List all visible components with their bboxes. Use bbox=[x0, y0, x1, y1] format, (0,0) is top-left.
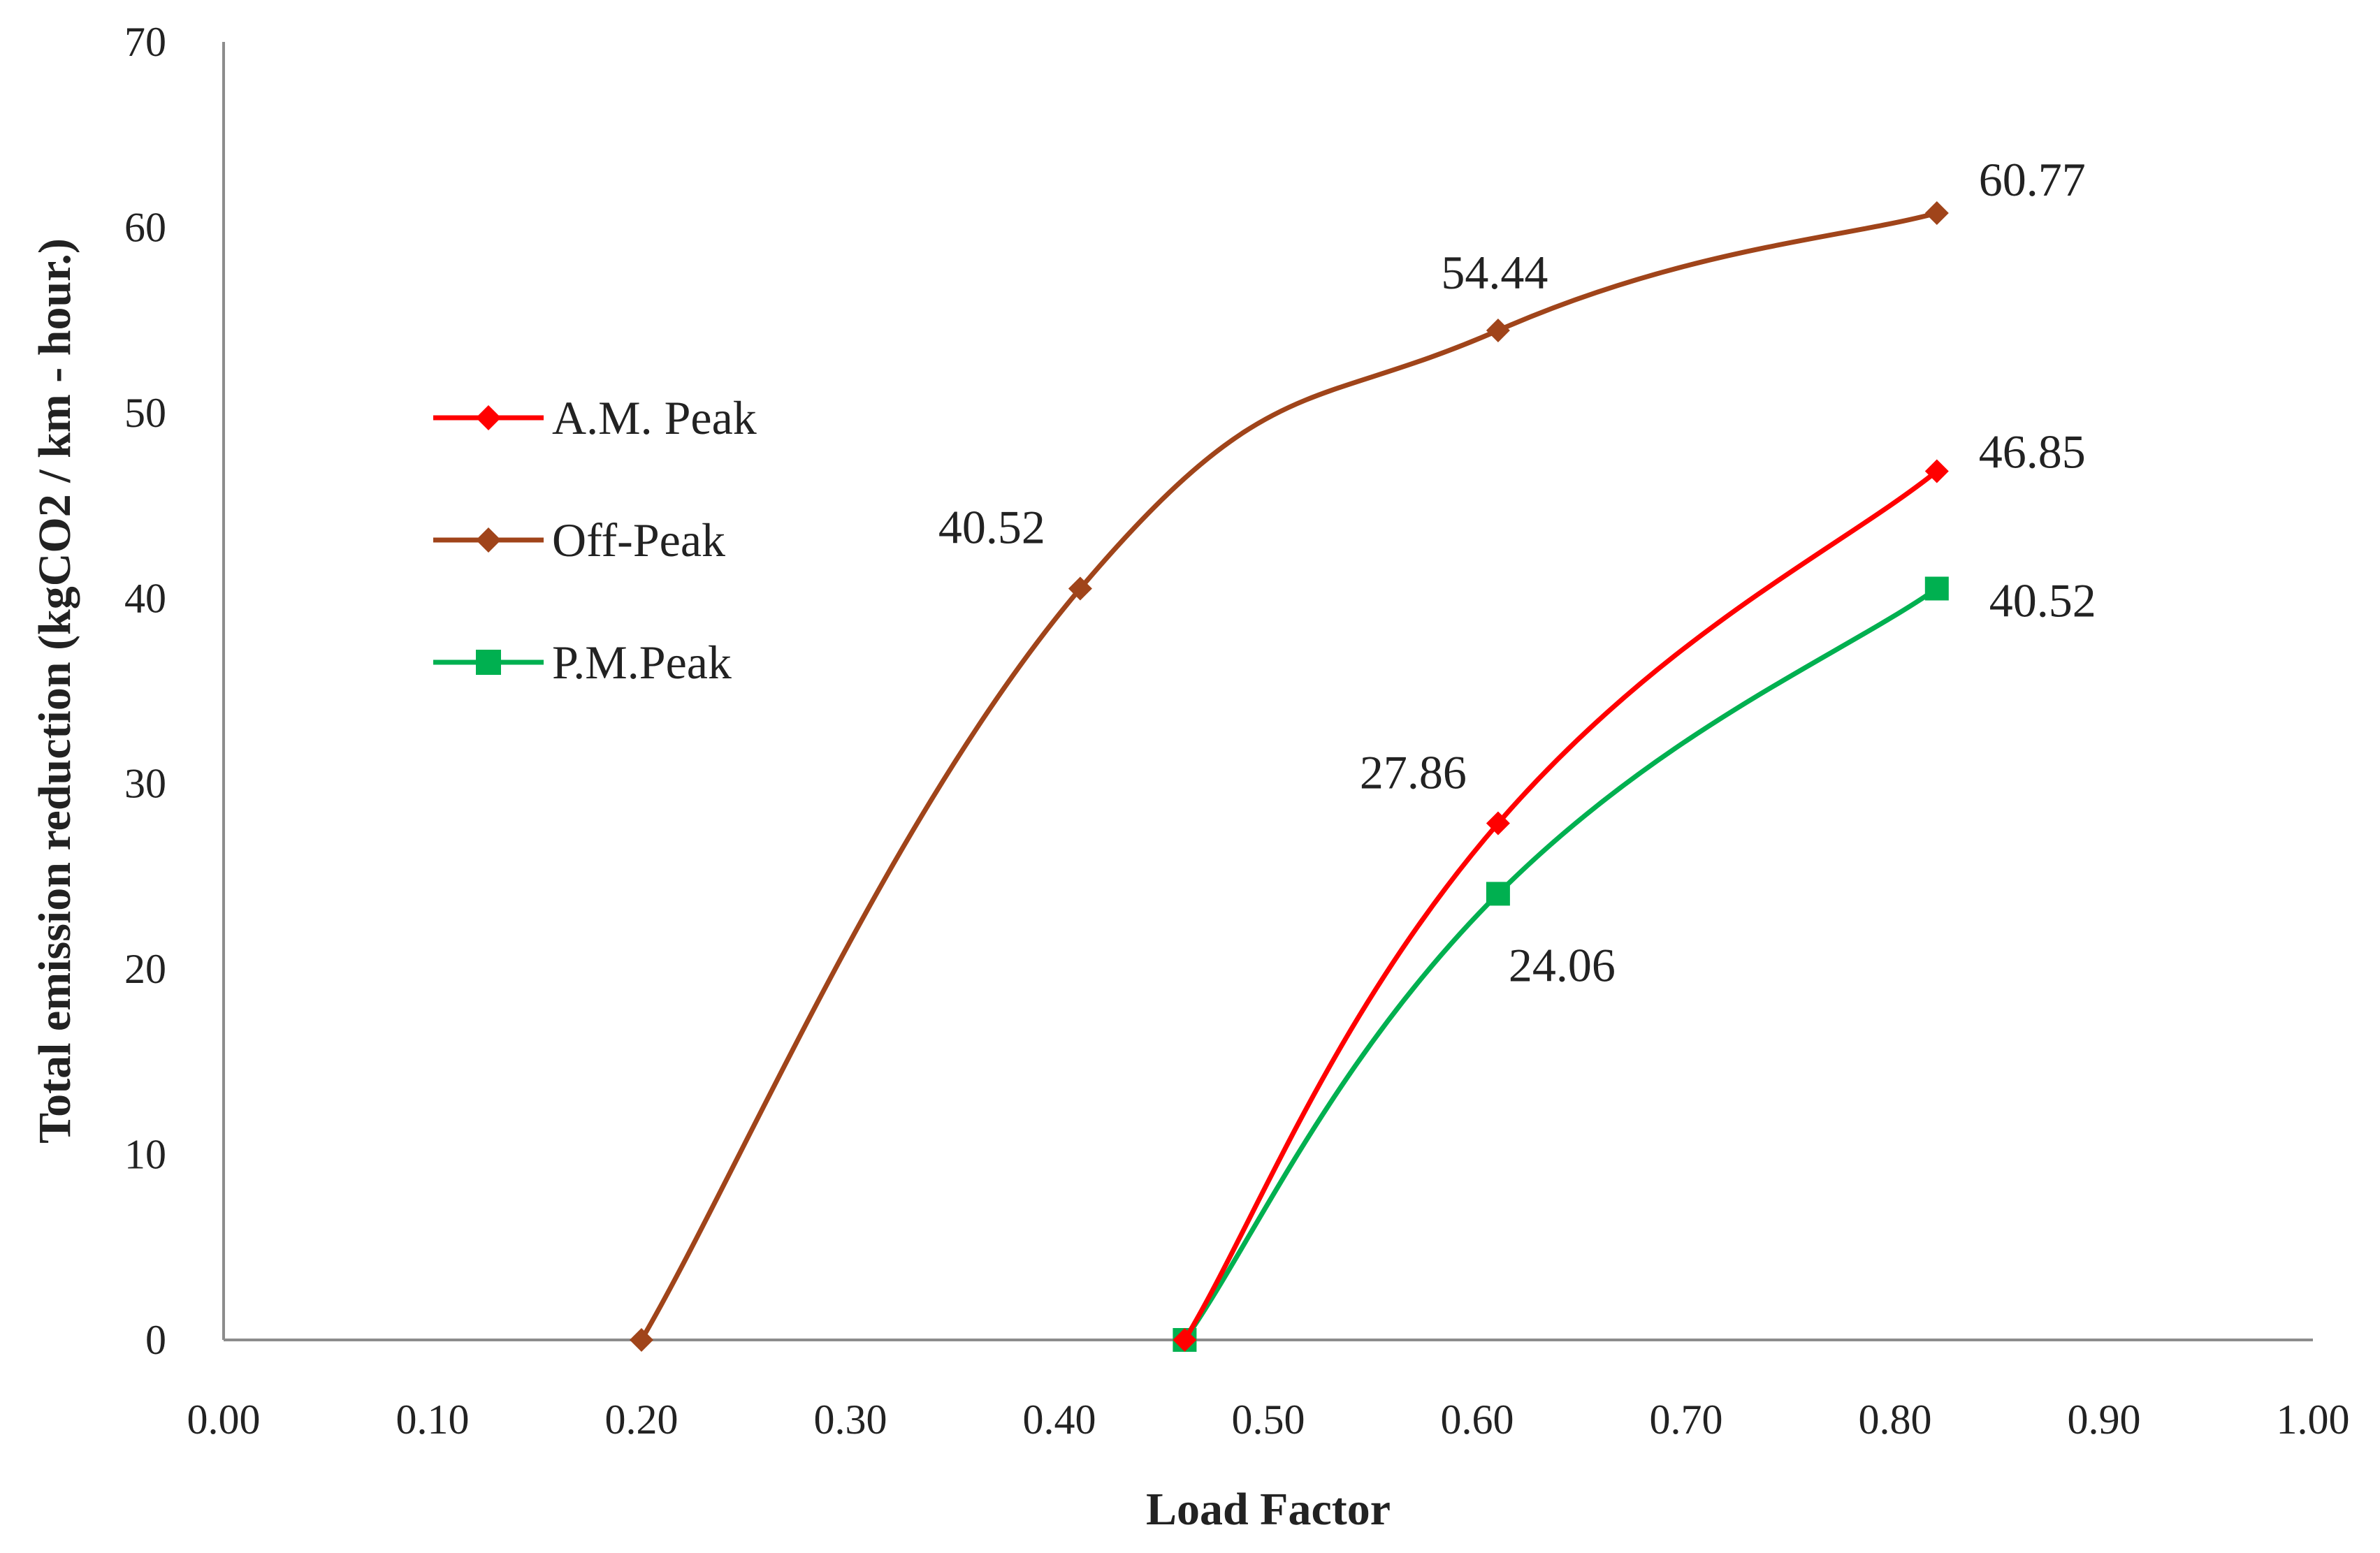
y-tick-label: 30 bbox=[124, 761, 166, 807]
data-label: 27.86 bbox=[1360, 746, 1467, 799]
data-point-p-m-peak bbox=[1486, 882, 1510, 906]
data-point-a-m-peak bbox=[1924, 459, 1949, 483]
x-tick-label: 0.50 bbox=[1232, 1397, 1305, 1443]
x-tick-label: 0.10 bbox=[396, 1397, 470, 1443]
x-tick-label: 0.00 bbox=[187, 1397, 261, 1443]
y-tick-label: 60 bbox=[124, 204, 166, 250]
series-line-off-peak bbox=[639, 210, 1940, 1343]
series-layer bbox=[630, 200, 1949, 1352]
data-label: 46.85 bbox=[1979, 425, 2086, 478]
y-tick-label: 0 bbox=[145, 1317, 166, 1363]
legend: A.M. Peak Off-Peak P.M.Peak bbox=[433, 391, 757, 689]
data-point-a-m-peak bbox=[1173, 1328, 1197, 1352]
x-tick-label: 0.80 bbox=[1859, 1397, 1932, 1443]
x-tick-label: 0.90 bbox=[2068, 1397, 2141, 1443]
data-label: 40.52 bbox=[1989, 574, 2096, 627]
x-axis-title: Load Factor bbox=[1146, 1484, 1391, 1535]
legend-swatch-marker bbox=[476, 405, 501, 430]
y-tick-labels: 0 10 20 30 40 50 60 70 bbox=[124, 19, 166, 1363]
data-point-off-peak bbox=[1068, 576, 1092, 601]
x-tick-labels: 0.00 0.10 0.20 0.30 0.40 0.50 0.60 0.70 0.80 0.90… bbox=[187, 1397, 2350, 1443]
legend-item-a-m-peak: A.M. Peak bbox=[433, 391, 757, 444]
data-point-a-m-peak bbox=[1486, 811, 1510, 836]
y-tick-label: 10 bbox=[124, 1132, 166, 1178]
axes bbox=[222, 42, 2313, 1341]
series-a-m-peak bbox=[1173, 459, 1949, 1352]
y-axis-title: Total emission reduction (kgCO2 / km - h… bbox=[29, 238, 80, 1144]
legend-label: P.M.Peak bbox=[552, 636, 732, 689]
legend-item-off-peak: Off-Peak bbox=[433, 513, 725, 567]
legend-item-p-m-peak: P.M.Peak bbox=[433, 636, 732, 689]
legend-label: Off-Peak bbox=[552, 513, 725, 567]
x-tick-label: 0.20 bbox=[605, 1397, 679, 1443]
data-label: 60.77 bbox=[1979, 153, 2086, 206]
y-tick-label: 20 bbox=[124, 946, 166, 992]
data-label: 24.06 bbox=[1509, 938, 1616, 991]
data-point-p-m-peak bbox=[1924, 576, 1949, 601]
legend-swatch-marker bbox=[476, 527, 501, 553]
legend-label: A.M. Peak bbox=[552, 391, 757, 444]
data-point-off-peak bbox=[1924, 200, 1949, 225]
x-tick-label: 0.30 bbox=[814, 1397, 887, 1443]
data-label: 40.52 bbox=[938, 500, 1045, 553]
series-line-a-m-peak bbox=[1182, 468, 1940, 1343]
legend-swatch-marker bbox=[476, 650, 501, 675]
data-label: 54.44 bbox=[1441, 246, 1548, 299]
x-tick-label: 0.40 bbox=[1023, 1397, 1096, 1443]
data-point-off-peak bbox=[1486, 319, 1510, 343]
y-tick-label: 40 bbox=[124, 575, 166, 621]
series-p-m-peak bbox=[1173, 576, 1949, 1352]
y-tick-label: 70 bbox=[124, 19, 166, 65]
x-tick-label: 0.60 bbox=[1441, 1397, 1514, 1443]
x-tick-label: 0.70 bbox=[1650, 1397, 1723, 1443]
data-labels: 27.86 46.85 40.52 54.44 60.77 24.06 40.52 bbox=[938, 153, 2096, 991]
x-tick-label: 1.00 bbox=[2277, 1397, 2350, 1443]
data-point-off-peak bbox=[630, 1328, 653, 1352]
y-tick-label: 50 bbox=[124, 390, 166, 436]
series-off-peak bbox=[630, 200, 1949, 1352]
